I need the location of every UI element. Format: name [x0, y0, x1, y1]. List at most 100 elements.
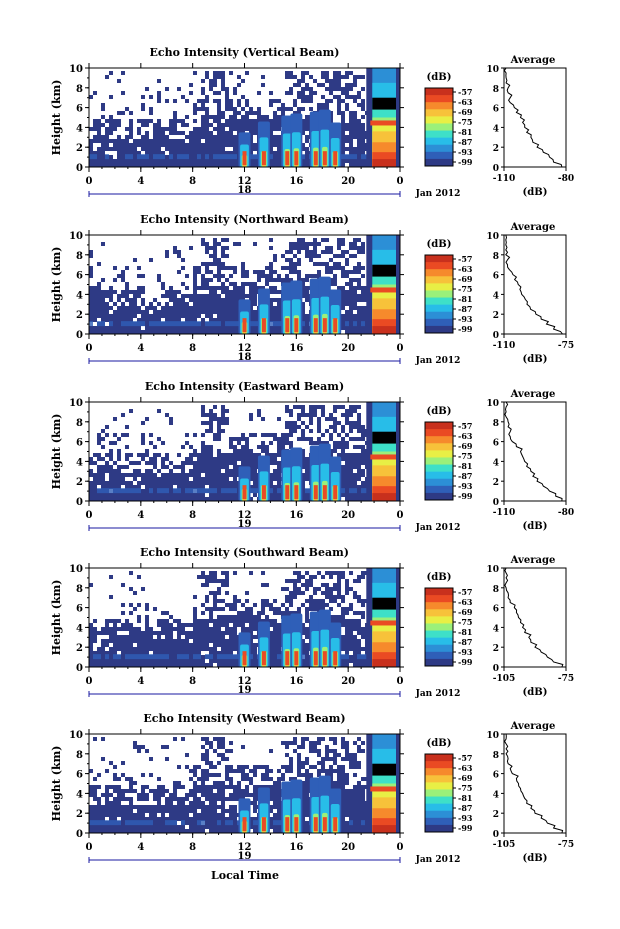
avg-x-tick-label: -80	[558, 174, 574, 184]
avg-y-tick-label: 0	[493, 664, 499, 674]
average-title: Average	[510, 721, 556, 732]
colorbar-swatch	[425, 283, 453, 291]
colorbar-swatch	[425, 158, 453, 167]
colorbar-tick-label: -81	[458, 127, 472, 137]
y-tick-label: 6	[76, 438, 83, 449]
x-tick-label: 16	[289, 676, 303, 687]
avg-y-tick-label: 2	[493, 311, 499, 321]
colorbar-swatch	[425, 775, 453, 783]
y-tick-label: 4	[76, 623, 83, 634]
avg-x-tick-label: -75	[558, 341, 574, 351]
colorbar-tick-label: -63	[458, 597, 473, 607]
colorbar-tick-label: -93	[458, 481, 473, 491]
colorbar-tick-label: -87	[458, 471, 472, 481]
x-tick-label: 8	[189, 343, 196, 354]
colorbar-tick-label: -75	[458, 617, 472, 627]
echo-field	[89, 402, 400, 501]
average-title: Average	[510, 222, 556, 233]
avg-y-tick-label: 10	[486, 65, 499, 75]
colorbar-swatch	[425, 485, 453, 494]
colorbar-tick-label: -99	[458, 823, 473, 833]
average-title: Average	[510, 389, 556, 400]
colorbar-tick-label: -75	[458, 451, 472, 461]
y-tick-label: 10	[69, 730, 83, 741]
y-tick-label: 4	[76, 457, 83, 468]
colorbar-swatch	[425, 95, 453, 103]
colorbar-tick-label: -99	[458, 324, 473, 334]
colorbar-tick-label: -63	[458, 763, 473, 773]
y-tick-label: 0	[76, 163, 83, 174]
date-label: Jan 2012	[415, 523, 461, 533]
average-profile-line	[504, 733, 564, 834]
colorbar-swatch	[425, 311, 453, 320]
panel-2: Echo Intensity (Northward Beam) Height (k…	[50, 213, 574, 366]
y-tick-label: 2	[76, 310, 83, 321]
echo-field	[89, 68, 400, 167]
y-tick-label: 6	[76, 104, 83, 115]
colorbar-tick-label: -87	[458, 137, 472, 147]
avg-y-tick-label: 6	[493, 439, 499, 449]
x-tick-label: 20	[341, 842, 355, 853]
colorbar-swatch	[425, 137, 453, 146]
avg-x-tick-label: -75	[558, 674, 574, 684]
colorbar-tick-label: -75	[458, 284, 472, 294]
x-tick-label: 0	[86, 842, 93, 853]
average-xlabel: (dB)	[523, 187, 548, 198]
colorbar-tick-label: -87	[458, 803, 472, 813]
colorbar-swatch	[425, 429, 453, 437]
date-label: Jan 2012	[415, 356, 461, 366]
colorbar-tick-label: -87	[458, 637, 472, 647]
colorbar-swatch	[425, 436, 453, 444]
colorbar-tick-label: -57	[458, 753, 472, 763]
bright-band	[370, 287, 396, 293]
y-tick-label: 2	[76, 477, 83, 488]
y-tick-label: 0	[76, 663, 83, 674]
x-tick-label: 0	[397, 510, 404, 521]
echo-field	[89, 235, 400, 334]
day-label: 19	[238, 851, 252, 862]
colorbar-swatch	[425, 644, 453, 653]
colorbar-swatch	[425, 443, 453, 451]
colorbar-tick-label: -81	[458, 461, 472, 471]
avg-y-tick-label: 2	[493, 478, 499, 488]
avg-x-tick-label: -110	[493, 508, 516, 518]
colorbar-swatch	[425, 123, 453, 132]
y-tick-label: 0	[76, 497, 83, 508]
avg-y-tick-label: 0	[493, 164, 499, 174]
day-label: 18	[238, 352, 252, 363]
colorbar-tick-label: -87	[458, 304, 472, 314]
x-tick-label: 8	[189, 176, 196, 187]
day-label: 18	[238, 185, 252, 196]
x-tick-label: 16	[289, 842, 303, 853]
avg-y-tick-label: 4	[493, 458, 499, 468]
y-tick-label: 2	[76, 143, 83, 154]
x-tick-label: 20	[341, 676, 355, 687]
colorbar-frame	[424, 254, 454, 334]
panel-4: Echo Intensity (Southward Beam) Height (k…	[50, 546, 574, 699]
avg-y-tick-label: 4	[493, 124, 499, 134]
y-tick-label: 2	[76, 809, 83, 820]
colorbar-swatch	[425, 637, 453, 646]
colorbar-tick-label: -57	[458, 587, 472, 597]
avg-y-tick-label: 4	[493, 624, 499, 634]
avg-y-tick-label: 2	[493, 810, 499, 820]
avg-y-tick-label: 10	[486, 399, 499, 409]
x-tick-label: 4	[137, 842, 144, 853]
x-tick-label: 16	[289, 510, 303, 521]
colorbar-unit: (dB)	[427, 406, 452, 417]
y-tick-label: 10	[69, 398, 83, 409]
average-profile-line	[504, 401, 563, 502]
y-axis-label: Height (km)	[50, 414, 63, 490]
date-label: Jan 2012	[415, 689, 461, 699]
avg-y-tick-label: 6	[493, 105, 499, 115]
panel-3: Echo Intensity (Eastward Beam) Height (km…	[50, 380, 574, 533]
colorbar-swatch	[425, 318, 453, 327]
avg-y-tick-label: 6	[493, 605, 499, 615]
x-tick-label: 12	[238, 343, 252, 354]
avg-x-tick-label: -75	[558, 840, 574, 850]
colorbar-swatch	[425, 616, 453, 624]
colorbar-swatch	[425, 768, 453, 776]
x-tick-label: 4	[137, 176, 144, 187]
x-tick-label: 16	[289, 343, 303, 354]
x-tick-label: 4	[137, 343, 144, 354]
